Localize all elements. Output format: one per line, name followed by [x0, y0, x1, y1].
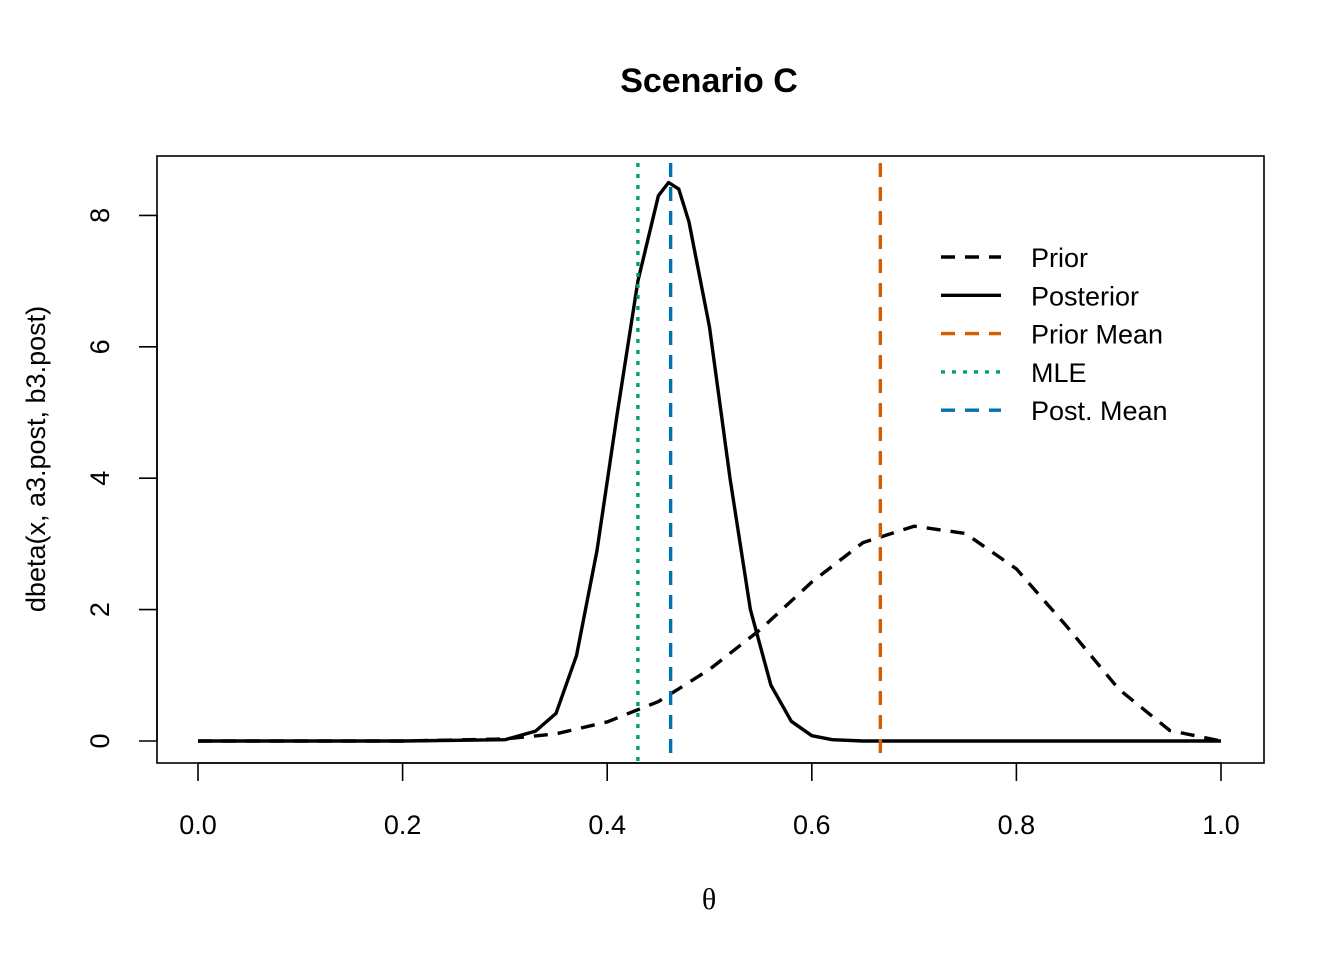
x-tick-label: 1.0 [1202, 810, 1240, 840]
plot-frame [156, 155, 1265, 764]
x-tick-label: 0.4 [588, 810, 626, 840]
chart-title: Scenario C [620, 62, 798, 100]
legend-label-mle: MLE [1031, 358, 1087, 388]
legend-label-posterior: Posterior [1031, 281, 1139, 311]
y-axis: 0 2 4 6 8 [85, 208, 158, 749]
x-tick-label: 0.0 [179, 810, 217, 840]
y-tick-label: 4 [85, 471, 115, 486]
y-tick-label: 2 [85, 602, 115, 617]
x-axis: 0.0 0.2 0.4 0.6 0.8 1.0 [179, 762, 1240, 840]
y-axis-label: dbeta(x, a3.post, b3.post) [21, 306, 51, 612]
legend-label-prior: Prior [1031, 243, 1088, 273]
legend-label-post-mean: Post. Mean [1031, 396, 1168, 426]
x-tick-label: 0.8 [998, 810, 1036, 840]
x-axis-label: θ [702, 883, 716, 916]
x-tick-label: 0.6 [793, 810, 831, 840]
x-tick-label: 0.2 [384, 810, 422, 840]
legend: Prior Posterior Prior Mean MLE Post. Mean [941, 243, 1168, 426]
legend-label-prior-mean: Prior Mean [1031, 320, 1163, 350]
y-tick-label: 8 [85, 208, 115, 223]
posterior-curve [198, 180, 1221, 743]
y-tick-label: 0 [85, 733, 115, 748]
prior-curve [198, 524, 1222, 743]
series-layer [198, 163, 1222, 763]
y-tick-label: 6 [85, 339, 115, 354]
